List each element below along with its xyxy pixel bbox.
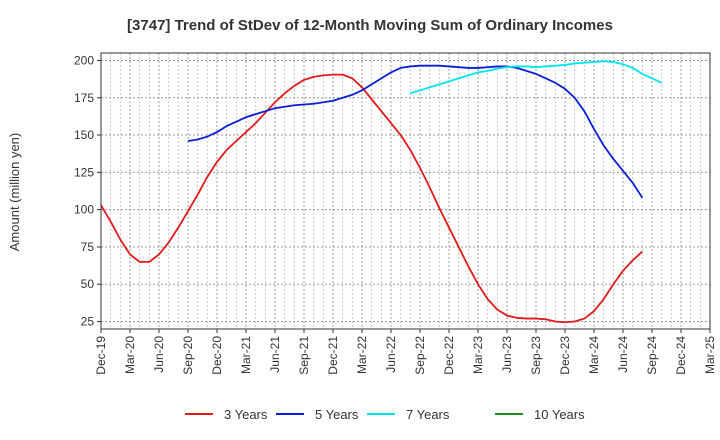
x-tick-label: Jun-22: [384, 336, 398, 373]
x-tick-label: Mar-22: [355, 336, 369, 374]
x-tick-label: Dec-21: [326, 336, 340, 375]
series-line-7-years: [410, 60, 663, 95]
x-tick-label: Dec-22: [442, 336, 456, 375]
y-tick-label: 125: [74, 165, 94, 179]
plot-frame: [100, 52, 711, 330]
x-tick-label: Mar-21: [239, 336, 253, 374]
x-tick-label: Jun-20: [152, 336, 166, 373]
y-tick-label: 100: [74, 203, 94, 217]
y-tick-labels: 25 50 75 100 125 150 175 200: [74, 53, 101, 329]
x-tick-label: Jun-21: [268, 336, 282, 373]
y-tick-label: 50: [81, 277, 95, 291]
x-tick-label: Sep-24: [645, 336, 659, 375]
x-tick-label: Mar-20: [123, 336, 137, 374]
x-tick-label: Sep-23: [529, 336, 543, 375]
x-tick-label: Dec-24: [674, 336, 688, 375]
legend: 3 Years 5 Years 7 Years 10 Years: [185, 407, 585, 422]
series-layer: [100, 60, 663, 324]
x-tick-label: Mar-23: [471, 336, 485, 374]
y-tick-label: 200: [74, 53, 94, 67]
x-tick-label: Jun-23: [500, 336, 514, 373]
y-tick-label: 150: [74, 128, 94, 142]
y-tick-label: 25: [81, 315, 95, 329]
legend-label: 5 Years: [315, 407, 359, 422]
x-tick-label: Dec-23: [558, 336, 572, 375]
y-axis-label: Amount (million yen): [7, 133, 22, 252]
chart-title: [3747] Trend of StDev of 12-Month Moving…: [127, 17, 613, 34]
x-tick-label: Dec-19: [94, 336, 108, 375]
x-tick-label: Sep-20: [181, 336, 195, 375]
series-line-3-years: [100, 73, 643, 324]
x-tick-label: Mar-25: [703, 336, 717, 374]
x-tick-labels: Dec-19 Mar-20 Jun-20 Sep-20 Dec-20 Mar-21 Jun-…: [94, 329, 717, 375]
x-tick-label: Sep-22: [413, 336, 427, 375]
x-tick-label: Sep-21: [297, 336, 311, 375]
y-tick-label: 175: [74, 91, 94, 105]
legend-label: 10 Years: [534, 407, 585, 422]
legend-label: 3 Years: [224, 407, 268, 422]
x-tick-label: Dec-20: [210, 336, 224, 375]
y-tick-label: 75: [81, 240, 95, 254]
x-tick-label: Mar-24: [587, 336, 601, 374]
series-line-5-years: [187, 64, 644, 199]
x-tick-label: Jun-24: [616, 336, 630, 373]
grid: [100, 53, 711, 329]
legend-label: 7 Years: [406, 407, 450, 422]
